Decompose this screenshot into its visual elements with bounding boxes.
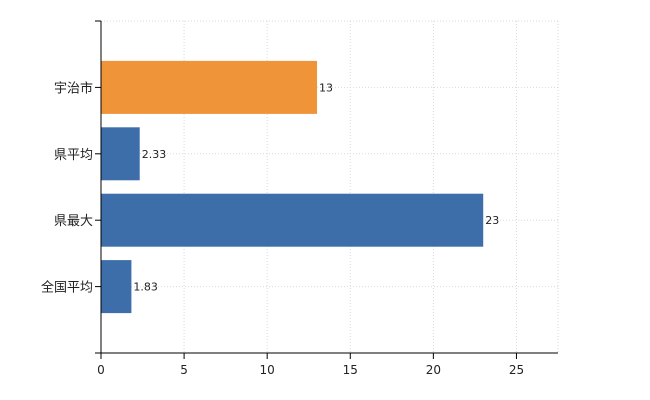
category-label: 県最大 (54, 214, 93, 229)
bars (101, 60, 484, 314)
value-label: 2.33 (142, 148, 167, 161)
category-label: 全国平均 (41, 280, 93, 296)
x-tick-label: 5 (180, 363, 188, 377)
value-label: 13 (319, 81, 333, 94)
bar (101, 193, 484, 247)
x-tick-labels: 0 5 10 15 20 25 (97, 363, 524, 377)
value-label: 1.83 (133, 281, 158, 294)
x-tick-label: 20 (426, 363, 441, 377)
bar (101, 60, 318, 114)
x-tick-label: 25 (509, 363, 524, 377)
x-tick-label: 10 (260, 363, 275, 377)
axes (95, 20, 558, 359)
value-label: 23 (485, 214, 499, 227)
bar (101, 260, 132, 314)
bar (101, 127, 140, 181)
category-label: 宇治市 (54, 80, 93, 96)
x-tick-label: 0 (97, 363, 105, 377)
category-label: 県平均 (54, 148, 93, 163)
x-tick-label: 15 (343, 363, 358, 377)
value-labels: 13 2.33 23 1.83 (133, 81, 499, 293)
